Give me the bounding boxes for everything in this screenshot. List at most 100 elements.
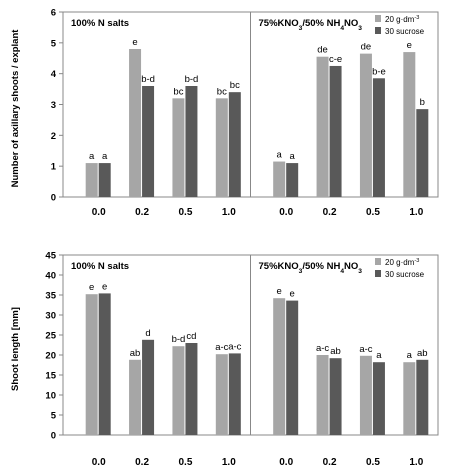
chart1-bar <box>98 293 111 435</box>
chart0-ytick-label: 2 <box>51 131 56 142</box>
chart1-bar <box>403 362 416 435</box>
chart1-legend-swatch <box>375 258 381 265</box>
chart1-bar <box>273 298 286 435</box>
chart0-bar-label: e <box>407 40 412 51</box>
chart0-bar-label: bc <box>217 86 227 97</box>
chart1-ytick-label: 25 <box>45 331 56 342</box>
chart0-bar-label: bc <box>173 86 183 97</box>
chart0-panel-title: 75%KNO3/50% NH4NO3 <box>259 18 363 32</box>
chart1-bar <box>172 346 185 435</box>
chart0-bar <box>286 163 299 197</box>
chart1-bar <box>316 355 329 435</box>
chart0-ytick-label: 5 <box>51 38 57 49</box>
chart1-category-label: 0.5 <box>178 457 192 468</box>
chart0-bar-label: b <box>420 97 425 108</box>
chart0-ytick-label: 3 <box>51 100 56 111</box>
chart1-bar-label: b-d <box>172 334 186 345</box>
chart1-bar <box>228 353 241 435</box>
chart1-bar <box>359 355 372 435</box>
chart0-bar <box>316 56 329 198</box>
chart1-ytick-label: 5 <box>51 411 57 422</box>
chart1-bar-label: a-c <box>359 344 372 355</box>
chart0-legend-swatch <box>375 15 381 22</box>
chart1-ytick-label: 30 <box>45 311 56 322</box>
chart0-panel-title: 100% N salts <box>71 18 129 29</box>
chart0-bar <box>329 65 342 197</box>
chart0-category-label: 0.0 <box>279 207 293 218</box>
chart0-bar <box>372 78 385 197</box>
chart1-bar-label: a-c <box>316 343 329 354</box>
chart1-bar <box>142 339 155 435</box>
chart0-bar-label: a <box>89 151 95 162</box>
chart1-legend-label: 30 sucrose <box>385 270 425 279</box>
chart0-bar-label: bc <box>230 80 240 91</box>
chart1-bar-label: e <box>277 286 282 297</box>
chart1-bar <box>329 358 342 435</box>
chart1-category-label: 0.2 <box>135 457 149 468</box>
chart0-bar <box>403 52 416 198</box>
chart0-ytick-label: 4 <box>51 69 57 80</box>
chart1-bar-label: e <box>102 281 107 292</box>
chart1-bar-label: ab <box>130 348 141 359</box>
chart1-bar-label: ab <box>417 348 428 359</box>
chart1-y-axis-label: Shoot length [mm] <box>10 307 21 391</box>
chart0-bar-label: b-d <box>141 74 155 85</box>
chart1-category-label: 1.0 <box>409 457 423 468</box>
chart1-ytick-label: 0 <box>51 431 56 442</box>
chart0-bar-label: c-e <box>329 54 342 65</box>
chart0-ytick-label: 0 <box>51 193 56 204</box>
chart1-legend-label: 20 g·dm-3 <box>385 258 419 267</box>
chart1-panel-title: 100% N salts <box>71 261 129 272</box>
chart1-bar <box>185 343 198 435</box>
chart1-bar <box>85 294 98 435</box>
chart1-ytick-label: 20 <box>45 351 56 362</box>
chart0-bar <box>273 161 286 197</box>
chart0-bar-label: a <box>290 151 296 162</box>
chart1-bar-label: a-c <box>215 342 228 353</box>
chart0-bar <box>416 109 429 197</box>
chart0-y-axis-label: Number of axillary shoots / explant <box>10 29 21 188</box>
chart1-bar-label: cd <box>186 331 196 342</box>
chart0-bar-label: a <box>277 150 283 161</box>
chart0-category-label: 0.2 <box>135 207 149 218</box>
chart1-ytick-label: 35 <box>45 291 56 302</box>
chart1-bar-label: a <box>376 350 382 361</box>
chart1-bar-label: a-c <box>228 341 241 352</box>
chart0-bar-label: de <box>317 45 328 56</box>
chart0-bar-label: e <box>132 37 137 48</box>
chart0-bar <box>129 49 142 197</box>
chart1-bar-label: e <box>89 282 94 293</box>
chart1-category-label: 0.5 <box>366 457 380 468</box>
chart0-legend-label: 20 g·dm-3 <box>385 15 419 24</box>
chart0-category-label: 1.0 <box>409 207 423 218</box>
chart1-category-label: 1.0 <box>222 457 236 468</box>
chart0-bar-label: b-e <box>372 66 386 77</box>
chart0-category-label: 0.0 <box>92 207 106 218</box>
chart1-ytick-label: 40 <box>45 271 56 282</box>
chart0-category-label: 0.5 <box>366 207 380 218</box>
chart0-ytick-label: 6 <box>51 8 56 19</box>
chart1-bar-label: ab <box>330 346 341 357</box>
chart0-bar <box>85 163 98 197</box>
chart0-legend-label: 30 sucrose <box>385 27 425 36</box>
chart1-bar-label: d <box>145 328 150 339</box>
chart1-bar-label: e <box>290 289 295 300</box>
chart0-bar <box>172 98 185 197</box>
chart0-category-label: 0.2 <box>323 207 337 218</box>
chart1-category-label: 0.2 <box>323 457 337 468</box>
chart0-bar <box>185 86 198 197</box>
chart1-category-label: 0.0 <box>279 457 293 468</box>
chart0-bar <box>359 53 372 197</box>
chart1-panel-title: 75%KNO3/50% NH4NO3 <box>259 261 363 275</box>
chart0-bar <box>98 163 111 197</box>
chart0-ytick-label: 1 <box>51 162 57 173</box>
chart1-bar <box>372 362 385 435</box>
chart1-bar <box>416 359 429 435</box>
chart1-ytick-label: 15 <box>45 371 56 382</box>
chart0-bar-label: b-d <box>185 74 199 85</box>
chart0-category-label: 0.5 <box>178 207 192 218</box>
chart0-bar <box>215 98 228 197</box>
chart0-legend-swatch <box>375 27 381 34</box>
chart0-bar <box>142 86 155 197</box>
